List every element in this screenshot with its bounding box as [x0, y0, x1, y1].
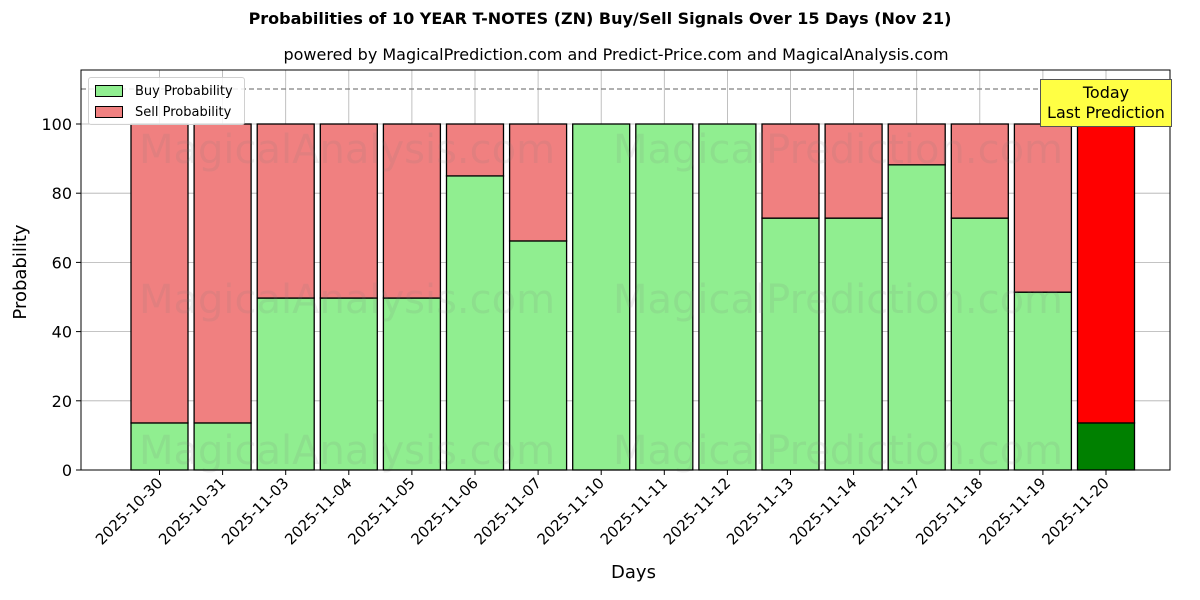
sell-segment — [193, 123, 252, 424]
y-axis-label: Probability — [10, 224, 31, 320]
x-tick-label: 2025-11-03 — [218, 474, 292, 548]
x-tick-label: 2025-11-18 — [912, 474, 986, 548]
sell-segment — [761, 123, 820, 219]
legend-sell-label: Sell Probability — [135, 104, 232, 120]
watermark-text: MagicalAnalysis.com — [139, 127, 555, 173]
x-tick-label: 2025-11-04 — [281, 474, 355, 548]
bar-2025-10-30 — [130, 123, 189, 471]
annotation-line-2: Last Prediction — [1047, 103, 1165, 122]
bar-2025-11-11 — [635, 123, 694, 471]
bar-2025-11-06 — [445, 123, 505, 471]
x-tick-label: 2025-11-17 — [849, 474, 923, 548]
chart-subtitle: powered by MagicalPrediction.com and Pre… — [283, 45, 949, 64]
legend-item-sell: Sell Probability — [95, 103, 231, 121]
y-tick-label: 40 — [52, 323, 72, 342]
x-tick-label: 2025-10-31 — [155, 474, 229, 548]
y-tick-label: 0 — [62, 461, 72, 480]
bar-2025-11-20 — [1076, 123, 1136, 471]
buy-segment — [572, 123, 631, 471]
y-axis-ticks: 0 20 40 60 80 100 — [41, 115, 81, 480]
y-tick-label: 80 — [52, 184, 72, 203]
bar-2025-11-14 — [824, 123, 883, 471]
sell-segment — [256, 123, 315, 299]
today-annotation: Today Last Prediction — [1040, 79, 1172, 127]
x-axis-ticks: 2025-10-302025-10-312025-11-032025-11-04… — [92, 470, 1113, 548]
legend: Buy Probability Sell Probability — [88, 77, 245, 125]
sell-segment — [824, 123, 883, 219]
watermark-text: MagicalAnalysis.com — [139, 277, 555, 323]
annotation-line-1: Today — [1082, 83, 1130, 102]
sell-segment — [950, 123, 1009, 219]
x-tick-label: 2025-11-13 — [723, 474, 797, 548]
buy-segment — [635, 123, 694, 471]
bar-2025-10-31 — [193, 123, 252, 471]
sell-segment — [445, 123, 505, 177]
sell-segment — [319, 123, 378, 299]
sell-segment — [508, 123, 568, 242]
x-tick-label: 2025-11-20 — [1038, 474, 1112, 548]
buy-segment — [1076, 422, 1136, 471]
buy-segment — [130, 422, 189, 471]
watermark-text: MagicalPrediction.com — [613, 127, 1063, 173]
watermark-text: MagicalAnalysis.com — [139, 428, 555, 474]
y-tick-label: 60 — [52, 253, 72, 272]
buy-segment — [887, 164, 946, 471]
watermarks: MagicalAnalysis.com MagicalPrediction.com… — [139, 127, 1063, 474]
chart-title: Probabilities of 10 YEAR T-NOTES (ZN) Bu… — [248, 9, 952, 28]
x-tick-label: 2025-10-30 — [92, 474, 166, 548]
x-tick-label: 2025-11-12 — [660, 474, 734, 548]
x-tick-label: 2025-11-10 — [534, 474, 608, 548]
sell-segment — [1076, 123, 1136, 424]
legend-item-buy: Buy Probability — [95, 82, 233, 100]
sell-swatch-icon — [95, 106, 123, 118]
x-tick-label: 2025-11-11 — [597, 474, 671, 548]
watermark-text: MagicalPrediction.com — [613, 428, 1063, 474]
bar-2025-11-05 — [382, 123, 442, 471]
legend-buy-label: Buy Probability — [135, 83, 233, 99]
buy-segment — [508, 240, 568, 471]
y-tick-label: 100 — [41, 115, 72, 134]
bar-2025-11-04 — [319, 123, 378, 471]
buy-segment — [698, 123, 757, 471]
x-tick-label: 2025-11-06 — [407, 474, 481, 548]
y-tick-label: 20 — [52, 392, 72, 411]
x-axis-label: Days — [611, 562, 656, 583]
x-tick-label: 2025-11-14 — [786, 474, 860, 548]
buy-segment — [319, 297, 378, 471]
bar-2025-11-17 — [887, 123, 946, 471]
watermark-text: MagicalPrediction.com — [613, 277, 1063, 323]
x-tick-label: 2025-11-19 — [975, 474, 1049, 548]
bar-2025-11-07 — [508, 123, 568, 471]
plot-frame — [80, 69, 1171, 471]
x-tick-label: 2025-11-07 — [471, 474, 545, 548]
buy-swatch-icon — [95, 85, 123, 97]
bar-2025-11-12 — [698, 123, 757, 471]
bar-2025-11-10 — [572, 123, 631, 471]
x-tick-label: 2025-11-05 — [344, 474, 418, 548]
sell-segment — [382, 123, 442, 299]
sell-segment — [887, 123, 946, 166]
